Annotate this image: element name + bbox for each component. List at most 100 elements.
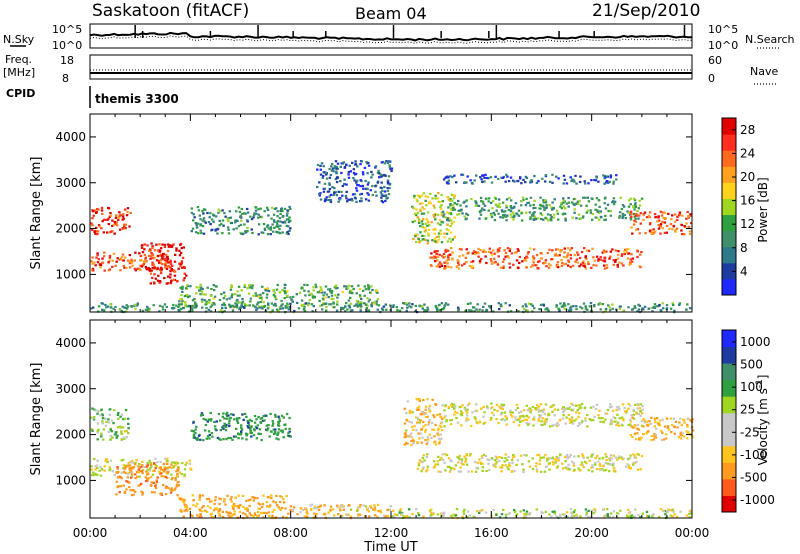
heatmap-cell xyxy=(653,418,657,421)
heatmap-cell xyxy=(489,201,493,204)
heatmap-cell xyxy=(151,491,154,494)
heatmap-cell xyxy=(256,424,260,427)
heatmap-cell xyxy=(367,193,370,196)
heatmap-cell xyxy=(279,495,282,498)
heatmap-cell xyxy=(315,286,318,289)
heatmap-cell xyxy=(640,197,644,200)
heatmap-cell xyxy=(134,303,137,306)
heatmap-cell xyxy=(120,432,124,435)
heatmap-cell xyxy=(223,304,227,307)
heatmap-cell xyxy=(425,442,428,446)
heatmap-cell xyxy=(159,258,163,261)
heatmap-cell xyxy=(597,414,600,417)
heatmap-cell xyxy=(226,494,229,497)
heatmap-cell xyxy=(679,417,682,420)
heatmap-cell xyxy=(652,513,655,516)
heatmap-cell xyxy=(500,418,503,421)
heatmap-cell xyxy=(503,460,506,463)
heatmap-cell xyxy=(443,461,446,464)
heatmap-cell xyxy=(315,513,318,516)
heatmap-cell xyxy=(548,457,551,460)
heatmap-cell xyxy=(255,308,258,312)
heatmap-cell xyxy=(494,175,497,178)
heatmap-cell xyxy=(357,514,360,517)
heatmap-cell xyxy=(519,420,522,423)
heatmap-cell xyxy=(182,265,186,269)
heatmap-cell xyxy=(324,296,327,299)
heatmap-cell xyxy=(250,218,254,221)
heatmap-cell xyxy=(185,287,188,290)
heatmap-cell xyxy=(417,464,421,467)
heatmap-cell xyxy=(685,217,688,220)
heatmap-cell xyxy=(269,504,272,507)
heatmap-cell xyxy=(505,416,509,419)
heatmap-cell xyxy=(634,508,637,511)
heatmap-cell xyxy=(484,255,487,258)
heatmap-cell xyxy=(548,248,551,251)
heatmap-cell xyxy=(217,509,221,512)
heatmap-cell xyxy=(248,304,251,307)
heatmap-cell xyxy=(101,417,105,420)
heatmap-cell xyxy=(591,466,595,469)
heatmap-cell xyxy=(547,266,551,269)
heatmap-cell xyxy=(464,181,467,184)
heatmap-cell xyxy=(257,223,261,226)
heatmap-cell xyxy=(172,278,176,281)
heatmap-cell xyxy=(449,459,452,462)
heatmap-cell xyxy=(622,215,625,218)
heatmap-cell xyxy=(328,168,331,171)
heatmap-cell xyxy=(309,504,312,507)
heatmap-cell xyxy=(589,209,592,212)
heatmap-cell xyxy=(371,193,374,197)
heatmap-cell xyxy=(165,261,168,264)
heatmap-cell xyxy=(270,217,273,220)
heatmap-cell xyxy=(437,232,441,235)
heatmap-cell xyxy=(146,477,149,481)
heatmap-cell xyxy=(323,291,326,294)
heatmap-cell xyxy=(573,211,576,214)
heatmap-cell xyxy=(180,294,183,297)
heatmap-cell xyxy=(501,214,505,217)
heatmap-cell xyxy=(521,305,525,308)
heatmap-cell xyxy=(160,263,164,266)
heatmap-cell xyxy=(404,434,408,437)
heatmap-cell xyxy=(346,308,349,311)
heatmap-cell xyxy=(92,471,95,474)
heatmap-cell xyxy=(604,176,607,179)
heatmap-cell xyxy=(457,470,460,473)
heatmap-cell xyxy=(612,182,615,185)
heatmap-cell xyxy=(640,424,644,427)
heatmap-cell xyxy=(165,255,169,259)
heatmap-cell xyxy=(547,309,550,312)
heatmap-cell xyxy=(198,494,201,497)
heatmap-cell xyxy=(332,508,335,511)
heatmap-cell xyxy=(158,280,161,283)
heatmap-cell xyxy=(313,296,316,299)
heatmap-cell xyxy=(145,260,148,263)
heatmap-cell xyxy=(538,308,541,311)
heatmap-cell xyxy=(556,264,559,267)
heatmap-cell xyxy=(351,199,354,202)
heatmap-cell xyxy=(208,500,212,503)
heatmap-cell xyxy=(317,506,320,509)
heatmap-cell xyxy=(590,266,593,269)
heatmap-cell xyxy=(569,453,572,456)
heatmap-cell xyxy=(480,456,484,459)
heatmap-cell xyxy=(276,210,279,213)
heatmap-cell xyxy=(450,207,453,210)
heatmap-cell xyxy=(651,232,655,235)
heatmap-cell xyxy=(107,223,110,226)
heatmap-cell xyxy=(235,304,238,307)
heatmap-cell xyxy=(573,468,576,471)
heatmap-cell xyxy=(446,219,449,222)
heatmap-cell xyxy=(520,212,523,215)
heatmap-cell xyxy=(464,261,468,264)
heatmap-cell xyxy=(445,259,448,262)
heatmap-cell xyxy=(571,201,574,204)
heatmap-cell xyxy=(227,232,231,235)
heatmap-cell xyxy=(468,402,471,405)
heatmap-cell xyxy=(635,412,638,415)
heatmap-cell xyxy=(154,486,158,490)
heatmap-cell xyxy=(406,442,409,445)
heatmap-cell xyxy=(534,264,537,267)
